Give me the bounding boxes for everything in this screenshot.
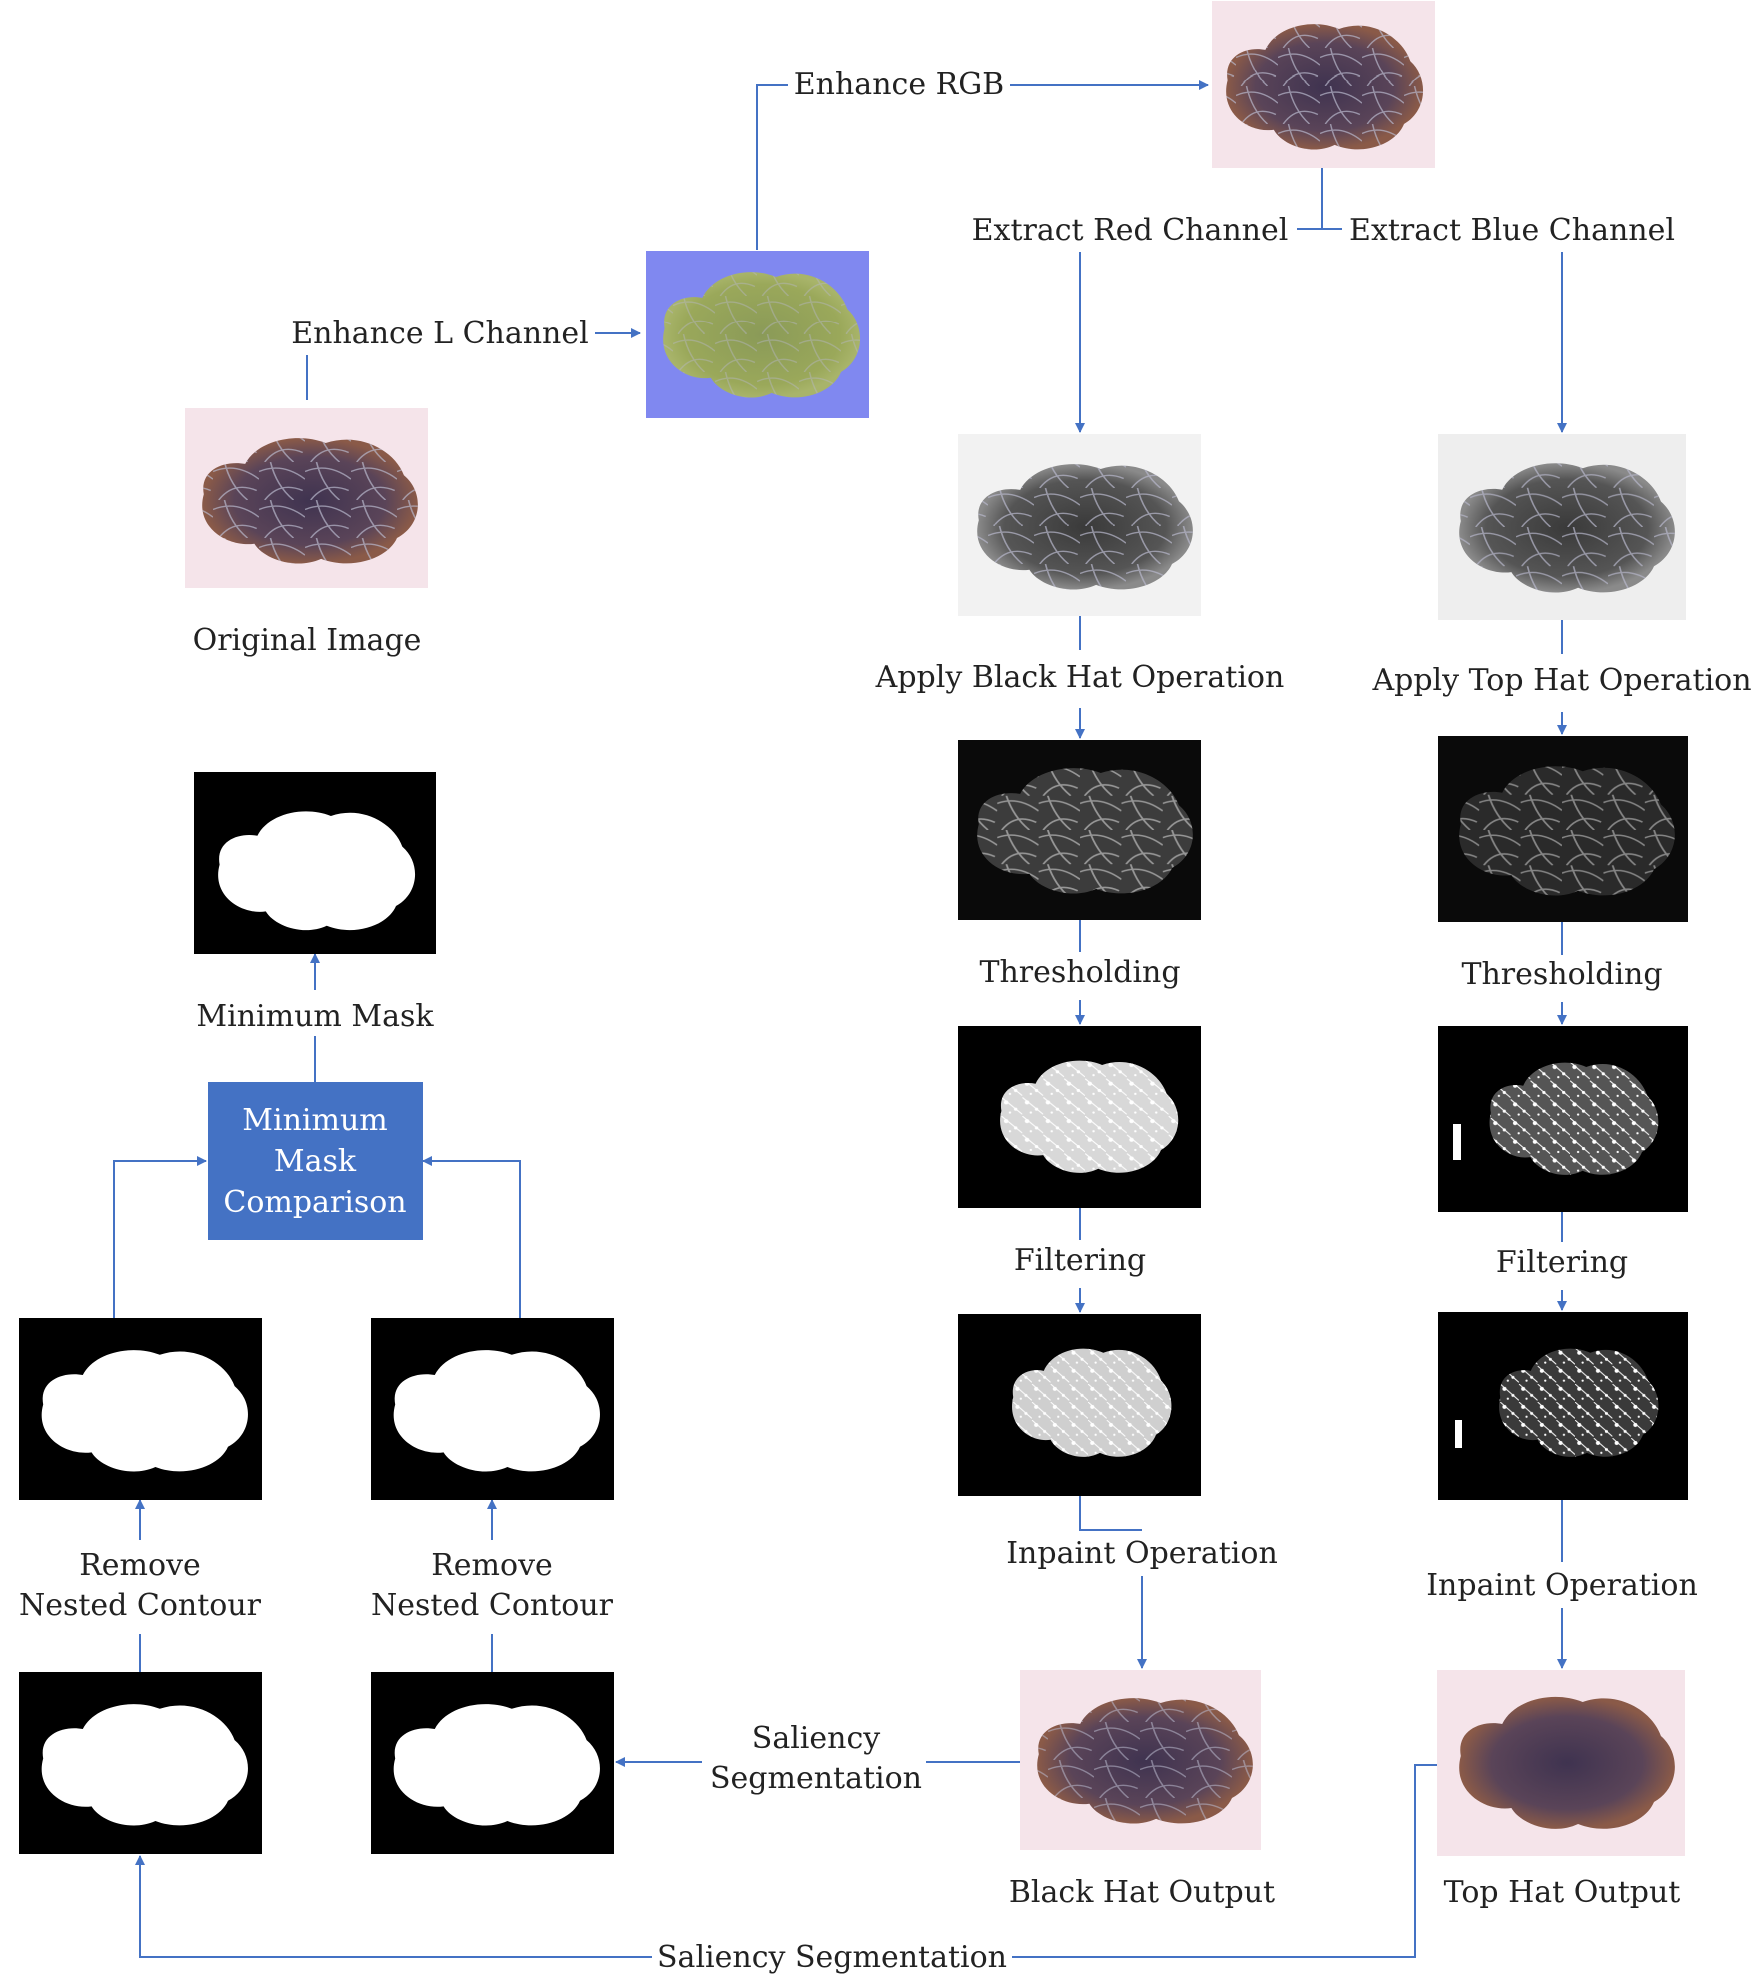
label-filtering-left: Filtering bbox=[1014, 1243, 1146, 1278]
label-thresholding-left: Thresholding bbox=[979, 955, 1180, 990]
enhanced-rgb-image bbox=[1212, 1, 1435, 168]
label-inpaint-left: Inpaint Operation bbox=[1006, 1536, 1278, 1571]
connector-lab-to-enhance-rgb bbox=[756, 84, 788, 250]
label-remove-nested-1-line-2: Nested Contour bbox=[19, 1588, 262, 1623]
mask-clean-left-image bbox=[19, 1318, 262, 1500]
black-hat-image bbox=[958, 740, 1201, 920]
top-hat-output-image bbox=[1437, 1670, 1685, 1856]
connector-saliency-to-left-mask bbox=[135, 1855, 652, 1958]
minimum-mask-comparison-box: Minimum Mask Comparison bbox=[208, 1082, 423, 1240]
enhanced-l-channel-image bbox=[646, 251, 869, 418]
labels: Enhance RGB Extract Red Channel Extract … bbox=[19, 67, 1752, 1974]
comparison-line-3: Comparison bbox=[223, 1185, 406, 1220]
threshold-right-image bbox=[1438, 1026, 1688, 1212]
comparison-line-1: Minimum bbox=[242, 1103, 387, 1138]
label-thresholding-right: Thresholding bbox=[1461, 957, 1662, 992]
mask-clean-right-image bbox=[371, 1318, 614, 1500]
threshold-left-image bbox=[958, 1026, 1201, 1208]
label-enhance-l: Enhance L Channel bbox=[291, 316, 588, 351]
connector-left-to-comparison bbox=[113, 1156, 207, 1318]
label-remove-nested-2-line-1: Remove bbox=[431, 1548, 553, 1583]
label-top-hat: Apply Top Hat Operation bbox=[1371, 663, 1751, 698]
label-filtering-right: Filtering bbox=[1496, 1245, 1628, 1280]
filtering-left-image bbox=[958, 1314, 1201, 1496]
red-channel-image bbox=[958, 434, 1201, 616]
filtering-right-image bbox=[1438, 1312, 1688, 1500]
black-hat-output-image bbox=[1020, 1670, 1261, 1850]
label-remove-nested-1-line-1: Remove bbox=[79, 1548, 201, 1583]
label-enhance-rgb: Enhance RGB bbox=[794, 67, 1004, 102]
minimum-mask-image bbox=[194, 772, 436, 954]
label-minimum-mask: Minimum Mask bbox=[196, 999, 434, 1034]
label-top-hat-output: Top Hat Output bbox=[1444, 1875, 1681, 1910]
label-saliency-mid-line-2: Segmentation bbox=[710, 1761, 922, 1796]
connector-th-output-to-saliency bbox=[1012, 1764, 1437, 1958]
saliency-mask-right-image bbox=[371, 1672, 614, 1854]
label-remove-nested-2-line-2: Nested Contour bbox=[371, 1588, 614, 1623]
label-black-hat: Apply Black Hat Operation bbox=[875, 660, 1285, 695]
connectors bbox=[113, 80, 1567, 1958]
label-saliency-mid-line-1: Saliency bbox=[752, 1721, 881, 1756]
connector-to-inpaint-left bbox=[1079, 1496, 1142, 1531]
original-image-thumbnail bbox=[185, 408, 428, 588]
label-inpaint-right: Inpaint Operation bbox=[1426, 1568, 1698, 1603]
label-extract-blue: Extract Blue Channel bbox=[1349, 213, 1675, 248]
label-black-hat-output: Black Hat Output bbox=[1009, 1875, 1275, 1910]
connector-right-to-comparison bbox=[422, 1156, 521, 1318]
saliency-mask-left-image bbox=[19, 1672, 262, 1854]
connector-enhanced-split-red bbox=[1297, 168, 1323, 230]
label-extract-red: Extract Red Channel bbox=[972, 213, 1289, 248]
blue-channel-image bbox=[1438, 434, 1686, 620]
top-hat-image bbox=[1438, 736, 1688, 922]
comparison-line-2: Mask bbox=[274, 1144, 357, 1179]
label-original-image: Original Image bbox=[193, 623, 422, 658]
label-saliency-bottom: Saliency Segmentation bbox=[657, 1940, 1007, 1974]
